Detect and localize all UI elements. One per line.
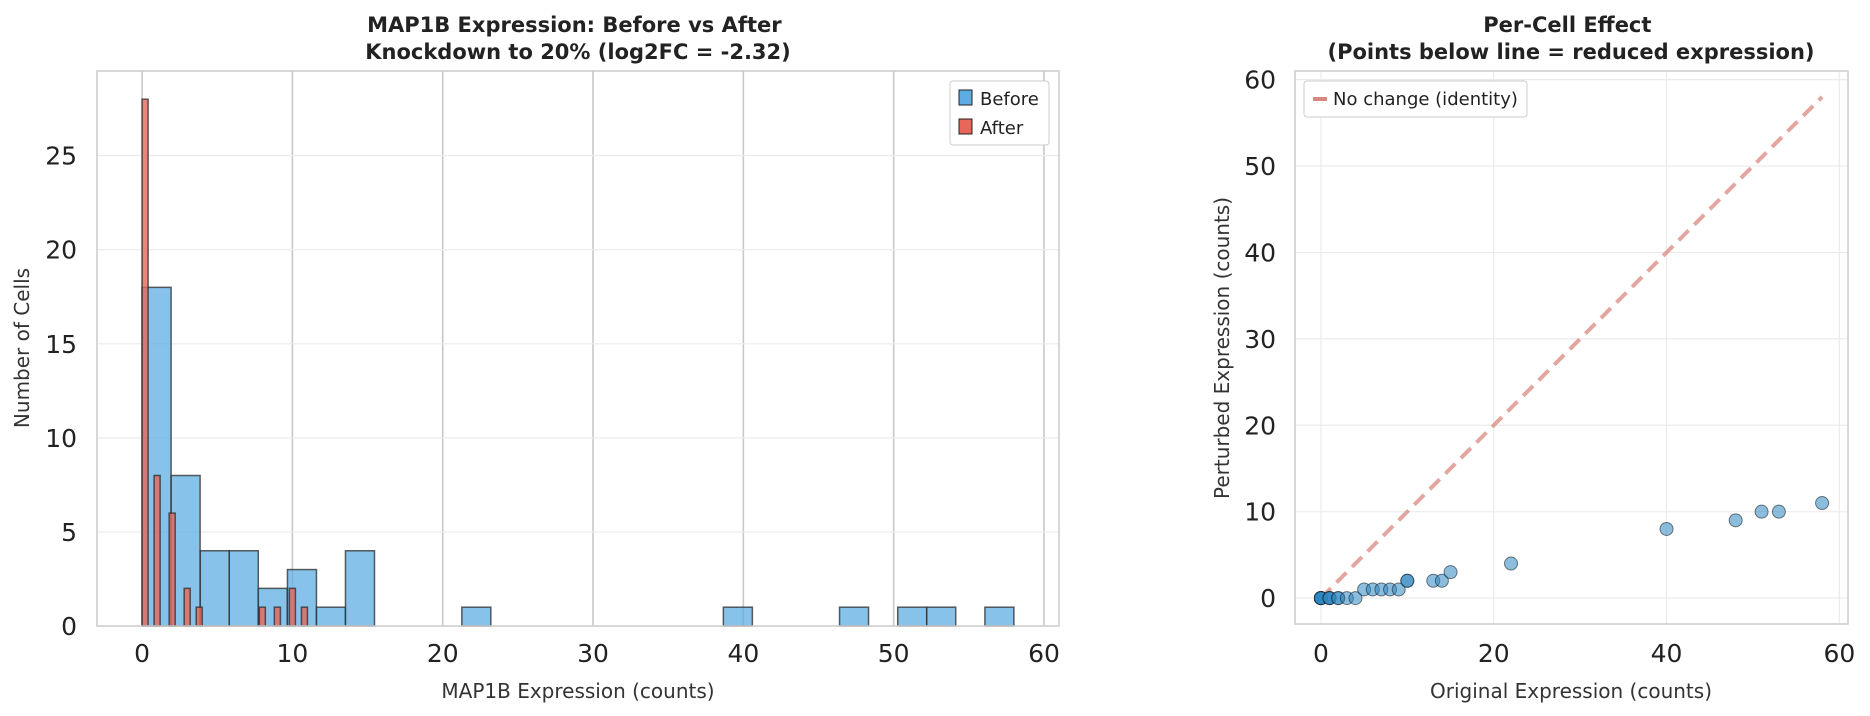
scatter-x-tick-label: 0 (1313, 639, 1329, 668)
histogram-x-ticks: 0 10 20 30 40 50 60 (134, 639, 1060, 668)
scatter-point (1659, 521, 1674, 536)
scatter-point (1434, 573, 1449, 588)
scatter-y-label: Perturbed Expression (counts) (1210, 197, 1234, 499)
histogram-x-tick-label: 50 (878, 639, 910, 668)
histogram-bar-before (984, 606, 1015, 627)
histogram-bar-before (344, 549, 376, 627)
histogram-bar-after (141, 98, 149, 627)
scatter-point (1400, 573, 1415, 588)
histogram-title-line-1: MAP1B Expression: Before vs After (367, 13, 782, 37)
scatter-y-ticks: 0 10 20 30 40 50 60 (1244, 66, 1276, 613)
scatter-frame (1294, 70, 1849, 625)
legend-label-after: After (980, 118, 1024, 139)
scatter-points (1313, 496, 1830, 606)
scatter-y-tick-label: 10 (1244, 498, 1276, 527)
legend-label-identity: No change (identity) (1333, 89, 1518, 110)
scatter-x-tick-label: 40 (1651, 639, 1683, 668)
histogram-bar-after (153, 474, 161, 627)
scatter-y-tick-label: 60 (1244, 66, 1276, 95)
identity-line (1319, 95, 1824, 600)
scatter-y-tick-label: 0 (1260, 584, 1276, 613)
scatter-point (1815, 496, 1830, 511)
histogram-bar-after (168, 512, 176, 627)
histogram-bar-after (183, 587, 191, 627)
scatter-title-line-1: Per-Cell Effect (1483, 13, 1651, 37)
scatter-point (1728, 513, 1743, 528)
histogram-bar-before (228, 549, 260, 627)
histogram-bar-after (288, 587, 297, 627)
histogram-title: MAP1B Expression: Before vs After Knockd… (365, 13, 791, 64)
scatter-point (1443, 565, 1458, 580)
histogram-bar-before (199, 549, 231, 627)
histogram-bar-before (722, 606, 754, 627)
histogram-title-line-2: Knockdown to 20% (log2FC = -2.32) (365, 40, 791, 64)
histogram-y-tick-label: 15 (45, 330, 77, 359)
histogram-y-tick-label: 5 (61, 518, 77, 547)
scatter-panel: Per-Cell Effect (Points below line = red… (1210, 13, 1855, 703)
scatter-y-tick-label: 20 (1244, 411, 1276, 440)
histogram-x-tick-label: 30 (577, 639, 609, 668)
scatter-y-tick-label: 50 (1244, 152, 1276, 181)
scatter-title: Per-Cell Effect (Points below line = red… (1327, 13, 1814, 64)
histogram-y-tick-label: 25 (45, 142, 77, 171)
legend-swatch-after (958, 118, 973, 135)
scatter-legend: No change (identity) (1303, 80, 1528, 118)
histogram-y-tick-label: 10 (45, 424, 77, 453)
scatter-point (1771, 504, 1786, 519)
legend-swatch-before (958, 89, 973, 106)
histogram-bar-before (925, 606, 957, 627)
scatter-legend-box (1303, 80, 1528, 118)
scatter-x-tick-label: 20 (1478, 639, 1510, 668)
scatter-x-tick-label: 60 (1823, 639, 1855, 668)
histogram-x-tick-label: 60 (1028, 639, 1060, 668)
scatter-x-label: Original Expression (counts) (1430, 679, 1712, 703)
histogram-legend-box (949, 80, 1050, 146)
histogram-x-tick-label: 0 (134, 639, 150, 668)
histogram-bars (141, 98, 1015, 627)
histogram-x-tick-label: 40 (727, 639, 759, 668)
legend-label-before: Before (980, 89, 1039, 110)
scatter-x-ticks: 0 20 40 60 (1313, 639, 1855, 668)
scatter-point (1391, 582, 1406, 597)
histogram-x-tick-label: 10 (277, 639, 309, 668)
histogram-y-ticks: 0 5 10 15 20 25 (45, 142, 77, 641)
histogram-bar-after (258, 606, 267, 627)
histogram-bar-before (838, 606, 870, 627)
histogram-panel: MAP1B Expression: Before vs After Knockd… (10, 13, 1060, 703)
histogram-bar-before (315, 606, 347, 627)
scatter-title-line-2: (Points below line = reduced expression) (1327, 40, 1814, 64)
histogram-y-tick-label: 20 (45, 236, 77, 265)
histogram-x-label: MAP1B Expression (counts) (441, 679, 714, 703)
histogram-y-label: Number of Cells (10, 268, 34, 428)
histogram-y-tick-label: 0 (61, 612, 77, 641)
histogram-bar-before (461, 606, 492, 627)
histogram-bar-after (273, 606, 282, 627)
histogram-legend: Before After (949, 80, 1050, 146)
scatter-point (1348, 591, 1363, 606)
histogram-frame (96, 70, 1060, 627)
scatter-y-tick-label: 40 (1244, 238, 1276, 267)
histogram-bar-before (896, 606, 928, 627)
scatter-point (1754, 504, 1769, 519)
scatter-grid (1295, 71, 1848, 624)
histogram-x-tick-label: 20 (427, 639, 459, 668)
scatter-point (1504, 556, 1519, 571)
histogram-bar-after (195, 606, 203, 627)
scatter-y-tick-label: 30 (1244, 325, 1276, 354)
histogram-bar-after (300, 606, 309, 627)
